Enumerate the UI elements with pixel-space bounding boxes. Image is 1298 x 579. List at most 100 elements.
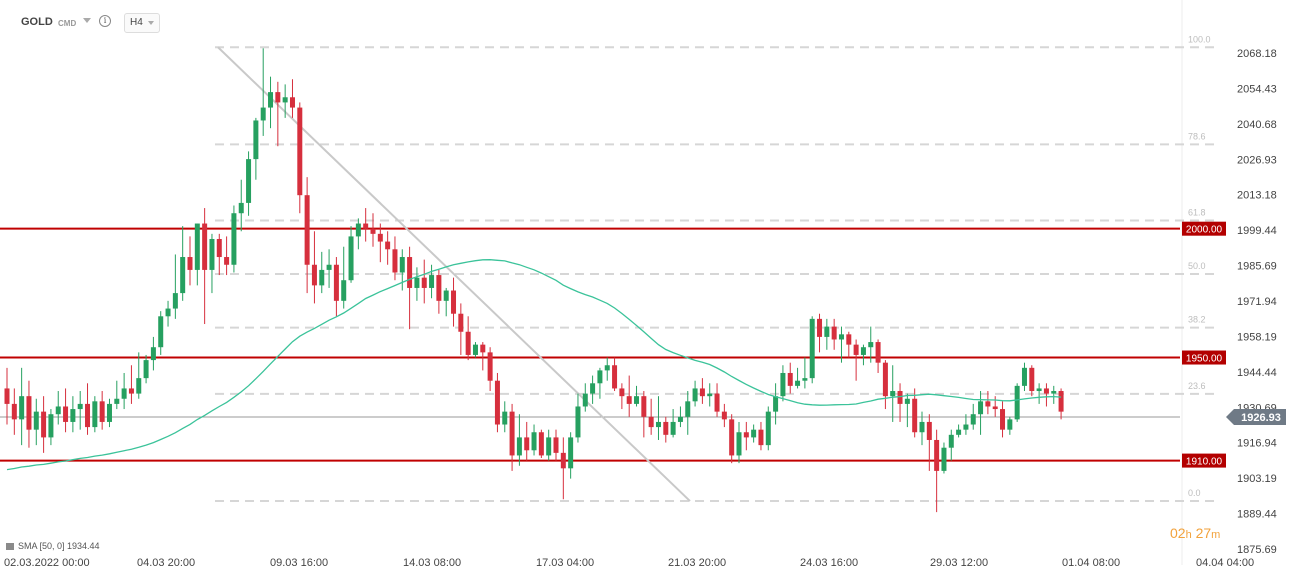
candle-body xyxy=(516,437,522,456)
candle-body xyxy=(809,318,815,379)
candle-body xyxy=(172,293,178,309)
candle-body xyxy=(802,378,808,381)
candle-body xyxy=(246,159,252,203)
timeframe-select[interactable]: H4 xyxy=(124,13,160,33)
candle-body xyxy=(472,344,478,355)
candle-body xyxy=(663,421,669,435)
candle-body xyxy=(319,269,325,286)
candle-body xyxy=(875,342,881,363)
candle-body xyxy=(136,378,142,394)
candle-body xyxy=(948,434,954,448)
candle-body xyxy=(641,396,647,417)
candle-body xyxy=(985,401,991,407)
candle-body xyxy=(355,223,361,237)
fib-level-label: 50.0 xyxy=(1188,261,1206,271)
y-tick-label: 2040.68 xyxy=(1237,119,1277,131)
candle-body xyxy=(502,411,508,425)
candle-body xyxy=(846,334,852,345)
y-tick-label: 1903.19 xyxy=(1237,473,1277,485)
candle-body xyxy=(692,388,698,402)
candle-body xyxy=(414,277,420,288)
candle-body xyxy=(392,249,398,273)
candle-body xyxy=(890,391,896,397)
candle-body xyxy=(143,360,149,379)
x-tick-label: 04.03 20:00 xyxy=(137,557,195,569)
level-tag-label: 1950.00 xyxy=(1186,354,1223,365)
timeframe-value: H4 xyxy=(130,17,143,28)
level-tag xyxy=(1182,350,1226,365)
candle-body xyxy=(992,406,998,410)
y-tick-label: 1958.19 xyxy=(1237,331,1277,343)
level-tag xyxy=(1182,221,1226,236)
candle-body xyxy=(363,223,369,229)
candle-body xyxy=(494,380,500,425)
candle-body xyxy=(77,403,83,410)
candle-body xyxy=(729,419,735,456)
candle-body xyxy=(524,437,530,451)
y-tick-label: 2013.18 xyxy=(1237,190,1277,202)
candle-body xyxy=(677,416,683,422)
countdown-minutes-unit: m xyxy=(1211,529,1221,541)
candle-body xyxy=(311,264,317,286)
candle-body xyxy=(868,342,874,348)
info-icon[interactable]: i xyxy=(99,15,111,27)
candle-body xyxy=(92,401,98,428)
current-price-tag xyxy=(1226,408,1286,425)
x-tick-label: 02.03.2022 00:00 xyxy=(4,557,90,569)
candle-body xyxy=(882,362,888,397)
candle-body xyxy=(202,223,208,270)
candle-body xyxy=(4,388,10,404)
candle-body xyxy=(963,424,969,430)
candle-body xyxy=(553,437,559,453)
candle-body xyxy=(546,437,552,456)
candle-body xyxy=(670,421,676,435)
x-tick-label: 24.03 16:00 xyxy=(800,557,858,569)
candle-body xyxy=(19,396,25,420)
candle-body xyxy=(626,396,632,404)
candle-body xyxy=(751,429,757,438)
candle-body xyxy=(209,238,215,270)
candle-body xyxy=(348,236,354,281)
candle-body xyxy=(465,331,471,355)
chevron-down-icon[interactable] xyxy=(83,18,91,23)
y-tick-label: 1971.94 xyxy=(1237,296,1277,308)
x-tick-label: 21.03 20:00 xyxy=(668,557,726,569)
candle-body xyxy=(648,416,654,428)
candle-body xyxy=(458,313,464,332)
candle-body xyxy=(304,195,310,265)
candle-body xyxy=(253,120,259,160)
x-tick-label: 09.03 16:00 xyxy=(270,557,328,569)
candles-group xyxy=(4,48,1064,513)
candle-body xyxy=(721,411,727,420)
y-tick-label: 1999.44 xyxy=(1237,225,1277,237)
candle-body xyxy=(538,432,544,456)
indicator-legend[interactable]: SMA [50, 0] 1934.44 xyxy=(6,541,100,551)
candle-body xyxy=(70,409,76,422)
candle-body xyxy=(904,398,910,404)
candle-body xyxy=(780,372,786,397)
countdown-hours: 02 xyxy=(1170,525,1186,541)
candle-body xyxy=(399,257,405,273)
candle-body xyxy=(165,308,171,317)
candle-body xyxy=(150,347,156,361)
candle-body xyxy=(1000,409,1006,430)
candle-body xyxy=(597,370,603,384)
candle-body xyxy=(429,275,435,288)
candle-body xyxy=(11,403,17,420)
symbol-label[interactable]: GOLD xyxy=(21,16,53,28)
candle-body xyxy=(1007,419,1013,430)
candle-body xyxy=(1051,391,1057,394)
candle-body xyxy=(831,326,837,340)
candle-body xyxy=(838,334,844,340)
candle-body xyxy=(370,228,376,234)
candle-body xyxy=(99,401,105,422)
candle-body xyxy=(685,401,691,417)
candle-body xyxy=(568,437,574,469)
level-tag-label: 2000.00 xyxy=(1186,225,1223,236)
candle-body xyxy=(773,396,779,412)
candle-body xyxy=(158,316,164,348)
x-tick-label: 04.04 04:00 xyxy=(1196,557,1254,569)
fib-level-label: 0.0 xyxy=(1188,488,1201,498)
sma-line xyxy=(6,259,1062,471)
